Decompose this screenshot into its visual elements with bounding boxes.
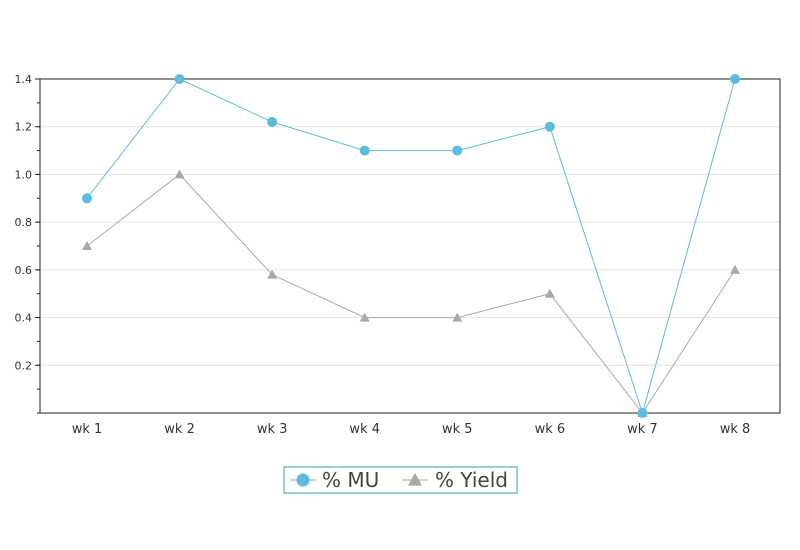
data-point xyxy=(730,74,740,84)
x-tick-label: wk 7 xyxy=(627,422,658,437)
legend-label: % Yield xyxy=(435,468,508,492)
data-point xyxy=(359,145,370,156)
data-point xyxy=(637,408,648,418)
y-tick-label: 0.6 xyxy=(15,264,33,277)
legend-marker xyxy=(408,473,422,486)
series-line xyxy=(86,173,736,414)
x-axis: wk 1 wk 2 wk 3 wk 4 wk 5 wk 6 wk 7 wk 8 xyxy=(72,422,751,437)
series-line xyxy=(86,78,736,415)
y-tick-label: 1.2 xyxy=(15,121,33,134)
data-point xyxy=(82,241,92,250)
data-point xyxy=(452,145,463,156)
x-tick-label: wk 3 xyxy=(257,422,288,437)
legend: % MU % Yield xyxy=(283,466,518,494)
data-point xyxy=(452,312,463,322)
legend-box xyxy=(283,466,518,494)
data-point xyxy=(730,264,740,274)
data-point xyxy=(174,74,185,84)
data-point xyxy=(359,312,370,322)
x-tick-label: wk 6 xyxy=(535,422,566,437)
series-mu xyxy=(82,74,740,418)
x-tick-label: wk 2 xyxy=(164,422,195,437)
x-tick-label: wk 8 xyxy=(720,422,751,437)
y-tick-label: 1.0 xyxy=(15,168,33,181)
data-point xyxy=(267,116,278,127)
y-tick-label: 0.8 xyxy=(15,216,33,229)
data-point xyxy=(82,193,92,204)
y-tick-label: 0.4 xyxy=(15,312,33,325)
y-tick-label: 0.2 xyxy=(15,359,33,372)
x-tick-label: wk 4 xyxy=(349,422,380,437)
legend-item: % MU xyxy=(290,468,379,492)
y-axis: 0.2 0.4 0.6 0.8 1.0 1.2 1.4 xyxy=(15,73,40,414)
series-layer xyxy=(82,74,740,418)
data-point xyxy=(544,288,555,298)
legend-label: % MU xyxy=(322,468,379,492)
legend-item: % Yield xyxy=(402,468,508,492)
x-tick-label: wk 5 xyxy=(442,422,473,437)
data-point xyxy=(267,269,278,279)
x-tick-label: wk 1 xyxy=(72,422,103,437)
legend-marker xyxy=(296,473,310,487)
data-point xyxy=(544,121,555,132)
y-tick-label: 1.4 xyxy=(15,73,33,86)
data-point xyxy=(174,169,185,179)
